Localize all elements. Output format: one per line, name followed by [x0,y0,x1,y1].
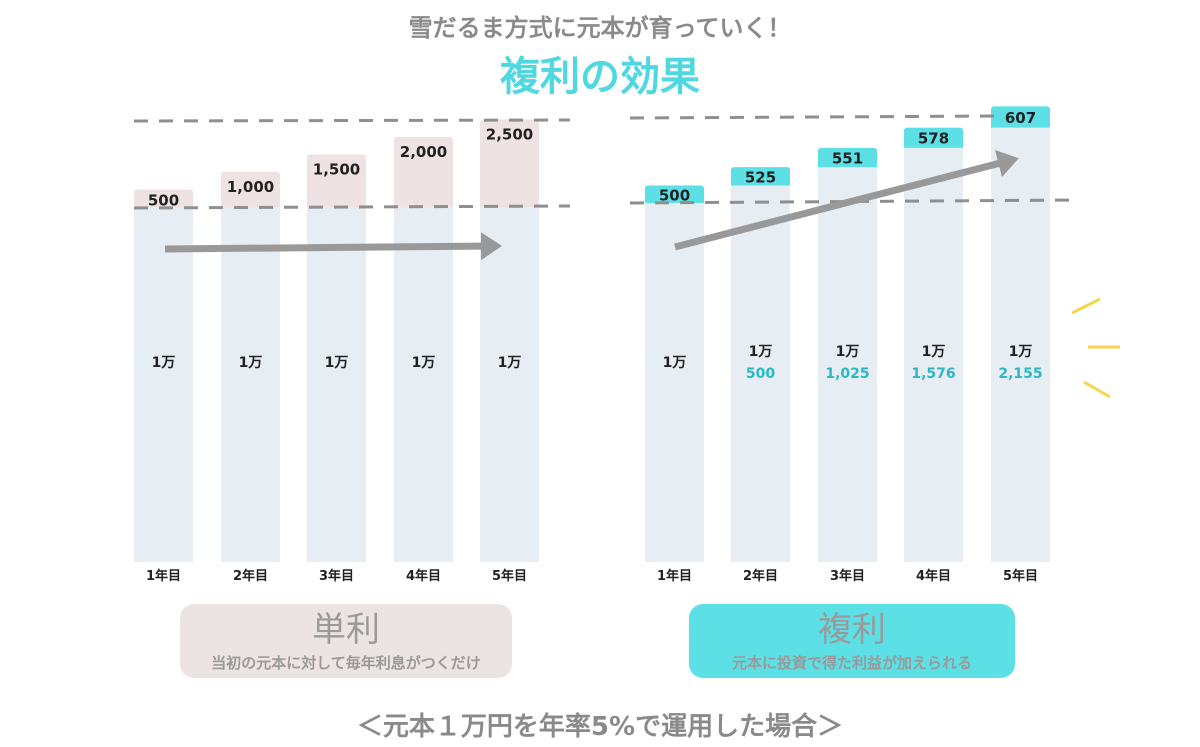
year-label: 4年目 [406,568,441,584]
compound-interest-legend: 複利 元本に投資で得た利益が加えられる [689,604,1015,678]
growth-arrow-flat [164,232,502,261]
interest-label: 525 [745,168,776,186]
interest-label: 1,500 [313,161,360,179]
interest-bar [645,185,704,205]
growth-arrow-rising [674,149,1019,251]
interest-bar [731,167,790,188]
sparkle-icon [1083,380,1111,399]
principal-growth-label: 2,155 [998,366,1042,382]
year-label: 4年目 [916,568,951,584]
interest-label: 2,500 [486,126,533,144]
principal-bar [818,167,877,562]
interest-label: 500 [659,186,690,204]
principal-bar [731,185,790,562]
interest-bar [134,189,193,209]
principal-growth-label: 1,576 [911,366,955,382]
sparkle-icon [1071,297,1101,315]
year-label: 5年目 [492,568,527,584]
interest-label: 551 [832,149,863,167]
year-label: 3年目 [830,568,865,584]
principal-label: 1万 [152,355,176,371]
principal-label: 1万 [239,355,263,371]
principal-label: 1万 [749,344,773,360]
simple-interest-legend: 単利 当初の元本に対して毎年利息がつくだけ [180,604,512,678]
interest-label: 500 [148,192,179,210]
principal-label: 1万 [922,344,946,360]
principal-label: 1万 [325,355,349,371]
compound-interest-title: 複利 [818,610,886,650]
principal-bar [645,203,704,562]
dashed-line-top [629,114,1001,120]
principal-label: 1万 [1009,344,1033,360]
year-label: 1年目 [657,568,692,584]
year-label: 2年目 [233,568,268,584]
principal-label: 1万 [412,355,436,371]
interest-label: 607 [1005,109,1036,127]
interest-bar [307,154,366,209]
principal-label: 1万 [663,355,687,371]
principal-label: 1万 [836,344,860,360]
simple-interest-description: 当初の元本に対して毎年利息がつくだけ [211,654,481,672]
subtitle: 雪だるま方式に元本が育っていく！ [408,14,792,42]
year-label: 5年目 [1003,568,1038,584]
interest-label: 2,000 [400,143,447,161]
dashed-line-base [133,204,571,210]
interest-bar [991,106,1050,130]
principal-bar [134,207,193,562]
year-label: 2年目 [743,568,778,584]
principal-growth-label: 500 [746,366,775,382]
principal-label: 1万 [498,355,522,371]
interest-label: 1,000 [227,178,274,196]
principal-bar [904,147,963,562]
dashed-line-top [133,118,571,123]
footnote: ＜元本１万円を年率5%で運用した場合＞ [356,712,844,742]
simple-interest-title: 単利 [312,610,380,650]
page-title: 複利の効果 [500,54,700,100]
principal-bar [394,207,453,562]
year-label: 1年目 [146,568,181,584]
principal-bar [221,207,280,562]
interest-bar [480,119,539,209]
interest-label: 578 [918,130,949,148]
principal-bar [480,207,539,562]
compound-interest-description: 元本に投資で得た利益が加えられる [731,654,972,672]
interest-bar [394,137,453,209]
interest-bar [904,127,963,150]
principal-bar [307,207,366,562]
year-label: 3年目 [319,568,354,584]
interest-bar [221,172,280,209]
principal-growth-label: 1,025 [825,366,869,382]
interest-bar [818,147,877,170]
